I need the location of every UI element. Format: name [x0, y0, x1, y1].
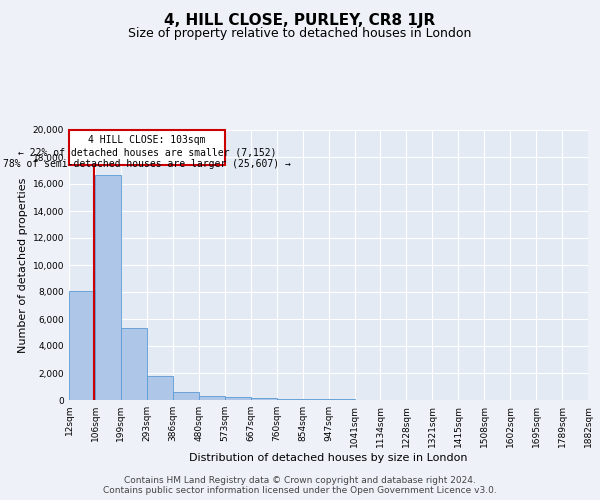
Bar: [251, 398, 277, 400]
Bar: [69, 130, 224, 165]
Bar: [277, 399, 302, 400]
Bar: [224, 398, 251, 400]
Text: Size of property relative to detached houses in London: Size of property relative to detached ho…: [128, 28, 472, 40]
Y-axis label: Number of detached properties: Number of detached properties: [19, 178, 28, 352]
Text: Contains public sector information licensed under the Open Government Licence v3: Contains public sector information licen…: [103, 486, 497, 495]
Text: 4 HILL CLOSE: 103sqm: 4 HILL CLOSE: 103sqm: [88, 134, 206, 144]
Text: Contains HM Land Registry data © Crown copyright and database right 2024.: Contains HM Land Registry data © Crown c…: [124, 476, 476, 485]
X-axis label: Distribution of detached houses by size in London: Distribution of detached houses by size …: [189, 452, 468, 462]
Bar: [95, 174, 121, 400]
Bar: [173, 392, 199, 400]
Bar: [147, 376, 173, 400]
Bar: [69, 290, 95, 400]
Text: 78% of semi-detached houses are larger (25,607) →: 78% of semi-detached houses are larger (…: [3, 159, 291, 169]
Bar: [199, 396, 224, 400]
Text: ← 22% of detached houses are smaller (7,152): ← 22% of detached houses are smaller (7,…: [17, 148, 276, 158]
Bar: [121, 328, 147, 400]
Text: 4, HILL CLOSE, PURLEY, CR8 1JR: 4, HILL CLOSE, PURLEY, CR8 1JR: [164, 12, 436, 28]
